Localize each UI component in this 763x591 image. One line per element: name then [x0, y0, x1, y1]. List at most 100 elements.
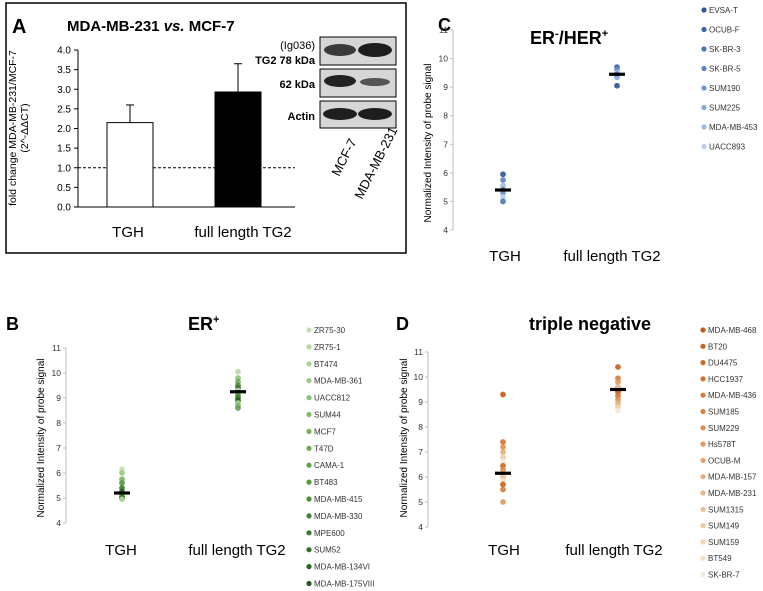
panel-c-legend-marker — [701, 104, 707, 111]
panel-b-legend-marker — [306, 564, 312, 570]
panel-b-legend: ZR75-30 ZR75-1 BT474 MDA-MB-361 UACC812 SUM44… — [306, 326, 374, 589]
panel-d-legend-item: SUM1315 — [708, 505, 744, 514]
panel-d-data-point — [500, 391, 506, 398]
panel-a-chart: 0.0 0.5 1.0 1.5 2.0 2.5 3.0 3.5 4.0 TGH full lengt… — [57, 46, 295, 241]
panel-b-legend-item: MDA-MB-415 — [314, 495, 363, 504]
panel-b-data-point — [235, 368, 241, 375]
panel-d-legend-item: Hs578T — [708, 440, 736, 449]
panel-d-legend-item: SUM229 — [708, 424, 740, 433]
panel-b-legend-marker — [306, 411, 312, 418]
panel-d-data-point — [615, 364, 621, 370]
panel-d-legend-item: DU4475 — [708, 359, 738, 368]
panel-b-legend-marker — [306, 496, 312, 502]
panel-c-legend-item: SK-BR-5 — [709, 65, 741, 74]
panel-d-data-point — [500, 486, 506, 493]
panel-b-legend-item: ZR75-30 — [314, 326, 346, 335]
panel-c-data-point — [500, 182, 506, 189]
panel-d-ytick-label: 10 — [414, 372, 424, 382]
panel-d-legend-item: SUM159 — [708, 538, 740, 547]
panel-d-legend-marker — [700, 523, 706, 529]
panel-b-ytick-label: 10 — [52, 368, 62, 378]
panel-d-legend: MDA-MB-468 BT20 DU4475 HCC1937 MDA-MB-436 SUM… — [700, 326, 757, 580]
panel-a-ytick-label: 3.0 — [57, 85, 71, 96]
panel-b-legend-item: MDA-MB-175VIII — [314, 580, 374, 589]
panel-d-legend-marker — [700, 343, 706, 349]
blot-label-62kda: 62 kDa — [280, 79, 316, 91]
panel-d-category-label: full length TG2 — [565, 542, 662, 559]
panel-b-legend-marker — [306, 445, 312, 451]
panel-c-data-point — [500, 177, 506, 183]
panel-d-data-point — [500, 454, 506, 460]
panel-a-ytick-label: 0.5 — [57, 183, 71, 194]
panel-b-legend-item: BT474 — [314, 360, 338, 369]
panel-b-legend-item: MDA-MB-330 — [314, 512, 363, 521]
panel-c-legend-marker — [701, 65, 707, 72]
panel-b-legend-marker — [306, 462, 312, 468]
panel-b-ytick-label: 7 — [56, 443, 61, 453]
panel-c-legend-item: SUM190 — [709, 84, 741, 93]
panel-c-legend-item: UACC893 — [709, 143, 746, 152]
panel-c-ytick-label: 5 — [443, 196, 448, 206]
blot-band-actin-mdamb231 — [358, 108, 392, 120]
panel-a-letter: A — [12, 16, 26, 38]
panel-d-ytick-label: 6 — [418, 472, 423, 482]
panel-a-frame — [5, 2, 407, 254]
panel-a-category-label: full length TG2 — [194, 224, 291, 241]
panel-d-chart: 4 5 6 7 8 9 10 11 TGH full length TG2 — [414, 347, 663, 559]
blot-label-actin: Actin — [288, 111, 316, 123]
panel-b-legend-marker — [306, 479, 312, 485]
panel-b-legend-marker — [306, 530, 312, 536]
panel-a-ytick-label: 4.0 — [57, 46, 71, 57]
blot-band-62-mcf7 — [324, 75, 356, 87]
panel-c-ytick-label: 7 — [443, 139, 448, 149]
panel-d-data-point — [615, 407, 621, 414]
panel-b-title: ER+ — [188, 314, 219, 334]
panel-b-legend-marker — [306, 395, 312, 401]
panel-d-legend-marker — [700, 392, 706, 398]
panel-d-ytick-label: 4 — [418, 522, 423, 532]
panel-d-data-point — [500, 439, 506, 445]
panel-d-legend-item: MDA-MB-157 — [708, 473, 757, 482]
panel-d-legend-item: MDA-MB-231 — [708, 489, 757, 498]
panel-b-ytick-label: 4 — [56, 518, 61, 528]
panel-d-legend-marker — [700, 327, 706, 333]
panel-c-legend-marker — [701, 124, 707, 130]
panel-c-ylabel: Normalized Intensity of probe signal — [423, 64, 434, 223]
blot-lane-mcf7: MCF-7 — [328, 136, 359, 178]
panel-d-legend-marker — [700, 376, 706, 382]
panel-a-ylabel: fold change MDA-MB-231/MCF-7(2^-ΔΔCT) — [7, 50, 31, 206]
panel-d-legend-item: MDA-MB-468 — [708, 326, 757, 335]
panel-c-legend-item: SUM225 — [709, 104, 741, 113]
panel-a: A MDA-MB-231 vs. MCF-7 fold change MDA-M… — [5, 2, 407, 254]
blot-band-tg2-mdamb231 — [358, 43, 392, 57]
panel-b-legend-marker — [306, 547, 312, 553]
panel-d-ytick-label: 11 — [414, 347, 423, 357]
panel-b-legend-item: ZR75-1 — [314, 343, 341, 352]
blot-band-actin-mcf7 — [323, 108, 357, 120]
panel-d-legend-marker — [700, 539, 706, 545]
panel-b-data-point — [119, 480, 125, 486]
panel-d-legend-item: OCUB-M — [708, 456, 741, 465]
panel-c-legend-marker — [701, 46, 707, 52]
panel-b-ytick-label: 8 — [56, 418, 61, 428]
panel-b-data-point — [119, 470, 125, 476]
panel-d-data-point — [500, 499, 506, 505]
panel-d-data-point — [615, 379, 621, 385]
panel-a-bar — [106, 122, 154, 208]
panel-c-chart: 4 5 6 7 8 9 10 11 TGH full length TG2 — [439, 25, 661, 265]
panel-d-legend-marker — [700, 360, 706, 366]
panel-c-category-label: TGH — [489, 248, 521, 265]
panel-b-data-point — [119, 496, 125, 503]
panel-d-legend-marker — [700, 490, 706, 496]
panel-a-ytick-label: 0.0 — [57, 203, 71, 214]
panel-b-legend-marker — [306, 513, 312, 519]
panel-b-legend-item: SUM44 — [314, 411, 341, 420]
panel-c-letter: C — [438, 15, 451, 35]
panel-b-data-point — [235, 405, 241, 411]
panel-b-legend-marker — [306, 378, 312, 384]
panel-d-ytick-label: 5 — [418, 497, 423, 507]
panel-b-letter: B — [6, 314, 19, 334]
panel-a-ytick-label: 2.5 — [57, 104, 71, 115]
panel-c-ytick-label: 11 — [439, 25, 448, 35]
panel-d-data-point — [500, 481, 506, 488]
